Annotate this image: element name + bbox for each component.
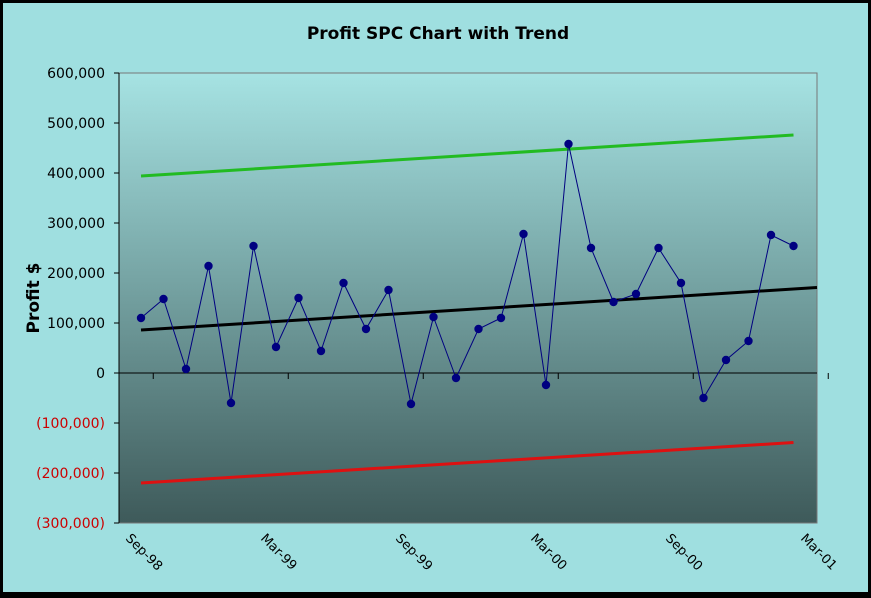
profit-data-point: [249, 241, 258, 251]
y-tick-label: 400,000: [47, 166, 105, 182]
profit-data-point: [766, 230, 776, 240]
profit-data-point: [654, 243, 663, 253]
upper-control-limit-line: [140, 133, 794, 178]
profit-data-point: [271, 342, 281, 352]
y-axis: 600,000 500,000 400,000 300,000 200,000 100,0…: [36, 66, 120, 532]
profit-data-point: [181, 364, 191, 374]
trend-line: [140, 286, 818, 332]
profit-data-point: [361, 324, 371, 334]
y-tick-label: (100,000): [36, 416, 105, 432]
profit-data-point: [609, 297, 618, 307]
profit-data-point: [496, 313, 506, 323]
chart-title: Profit SPC Chart with Trend: [307, 24, 569, 44]
y-tick-label: (300,000): [36, 516, 105, 532]
profit-data-point: [519, 229, 528, 239]
profit-data-point: [789, 241, 798, 251]
x-tick-label: Mar-99: [257, 531, 299, 573]
profit-data-point: [676, 278, 686, 288]
profit-series: [136, 139, 798, 409]
y-tick-label: 500,000: [47, 116, 105, 132]
profit-data-point: [316, 346, 326, 356]
profit-data-point: [384, 285, 393, 295]
y-tick-label: 300,000: [47, 216, 105, 232]
profit-data-point: [699, 393, 708, 403]
y-tick-label: 200,000: [47, 266, 105, 282]
profit-data-point: [474, 324, 483, 334]
y-tick-label: 100,000: [47, 316, 105, 332]
chart-svg: Profit SPC Chart with Trend Profit $ 600…: [24, 24, 840, 574]
profit-data-point: [541, 380, 551, 390]
profit-data-point: [564, 139, 573, 149]
x-tick-label: Mar-00: [527, 531, 569, 573]
profit-data-point: [159, 294, 168, 304]
profit-data-point: [586, 243, 596, 253]
profit-data-point: [204, 261, 213, 271]
profit-data-point: [136, 313, 146, 323]
x-tick-label: Sep-00: [662, 531, 705, 574]
profit-series-line: [140, 143, 794, 405]
profit-data-point: [406, 399, 416, 409]
y-tick-label: (200,000): [36, 466, 105, 482]
y-axis-label: Profit $: [24, 263, 44, 334]
control-limit-lines: [140, 133, 818, 485]
x-tick-label: Sep-98: [122, 531, 165, 574]
lower-control-limit-line: [140, 441, 794, 485]
x-tick-label: Sep-99: [392, 531, 435, 574]
profit-data-point: [721, 355, 731, 365]
profit-data-point: [294, 293, 303, 303]
profit-data-point: [451, 373, 461, 383]
profit-data-point: [744, 336, 753, 346]
y-tick-label: 0: [96, 366, 105, 382]
x-tick-label: Mar-01: [797, 531, 839, 573]
profit-data-point: [339, 278, 348, 288]
profit-data-point: [631, 289, 641, 299]
profit-data-point: [226, 398, 236, 408]
profit-data-point: [429, 312, 438, 322]
y-tick-label: 600,000: [47, 66, 105, 82]
